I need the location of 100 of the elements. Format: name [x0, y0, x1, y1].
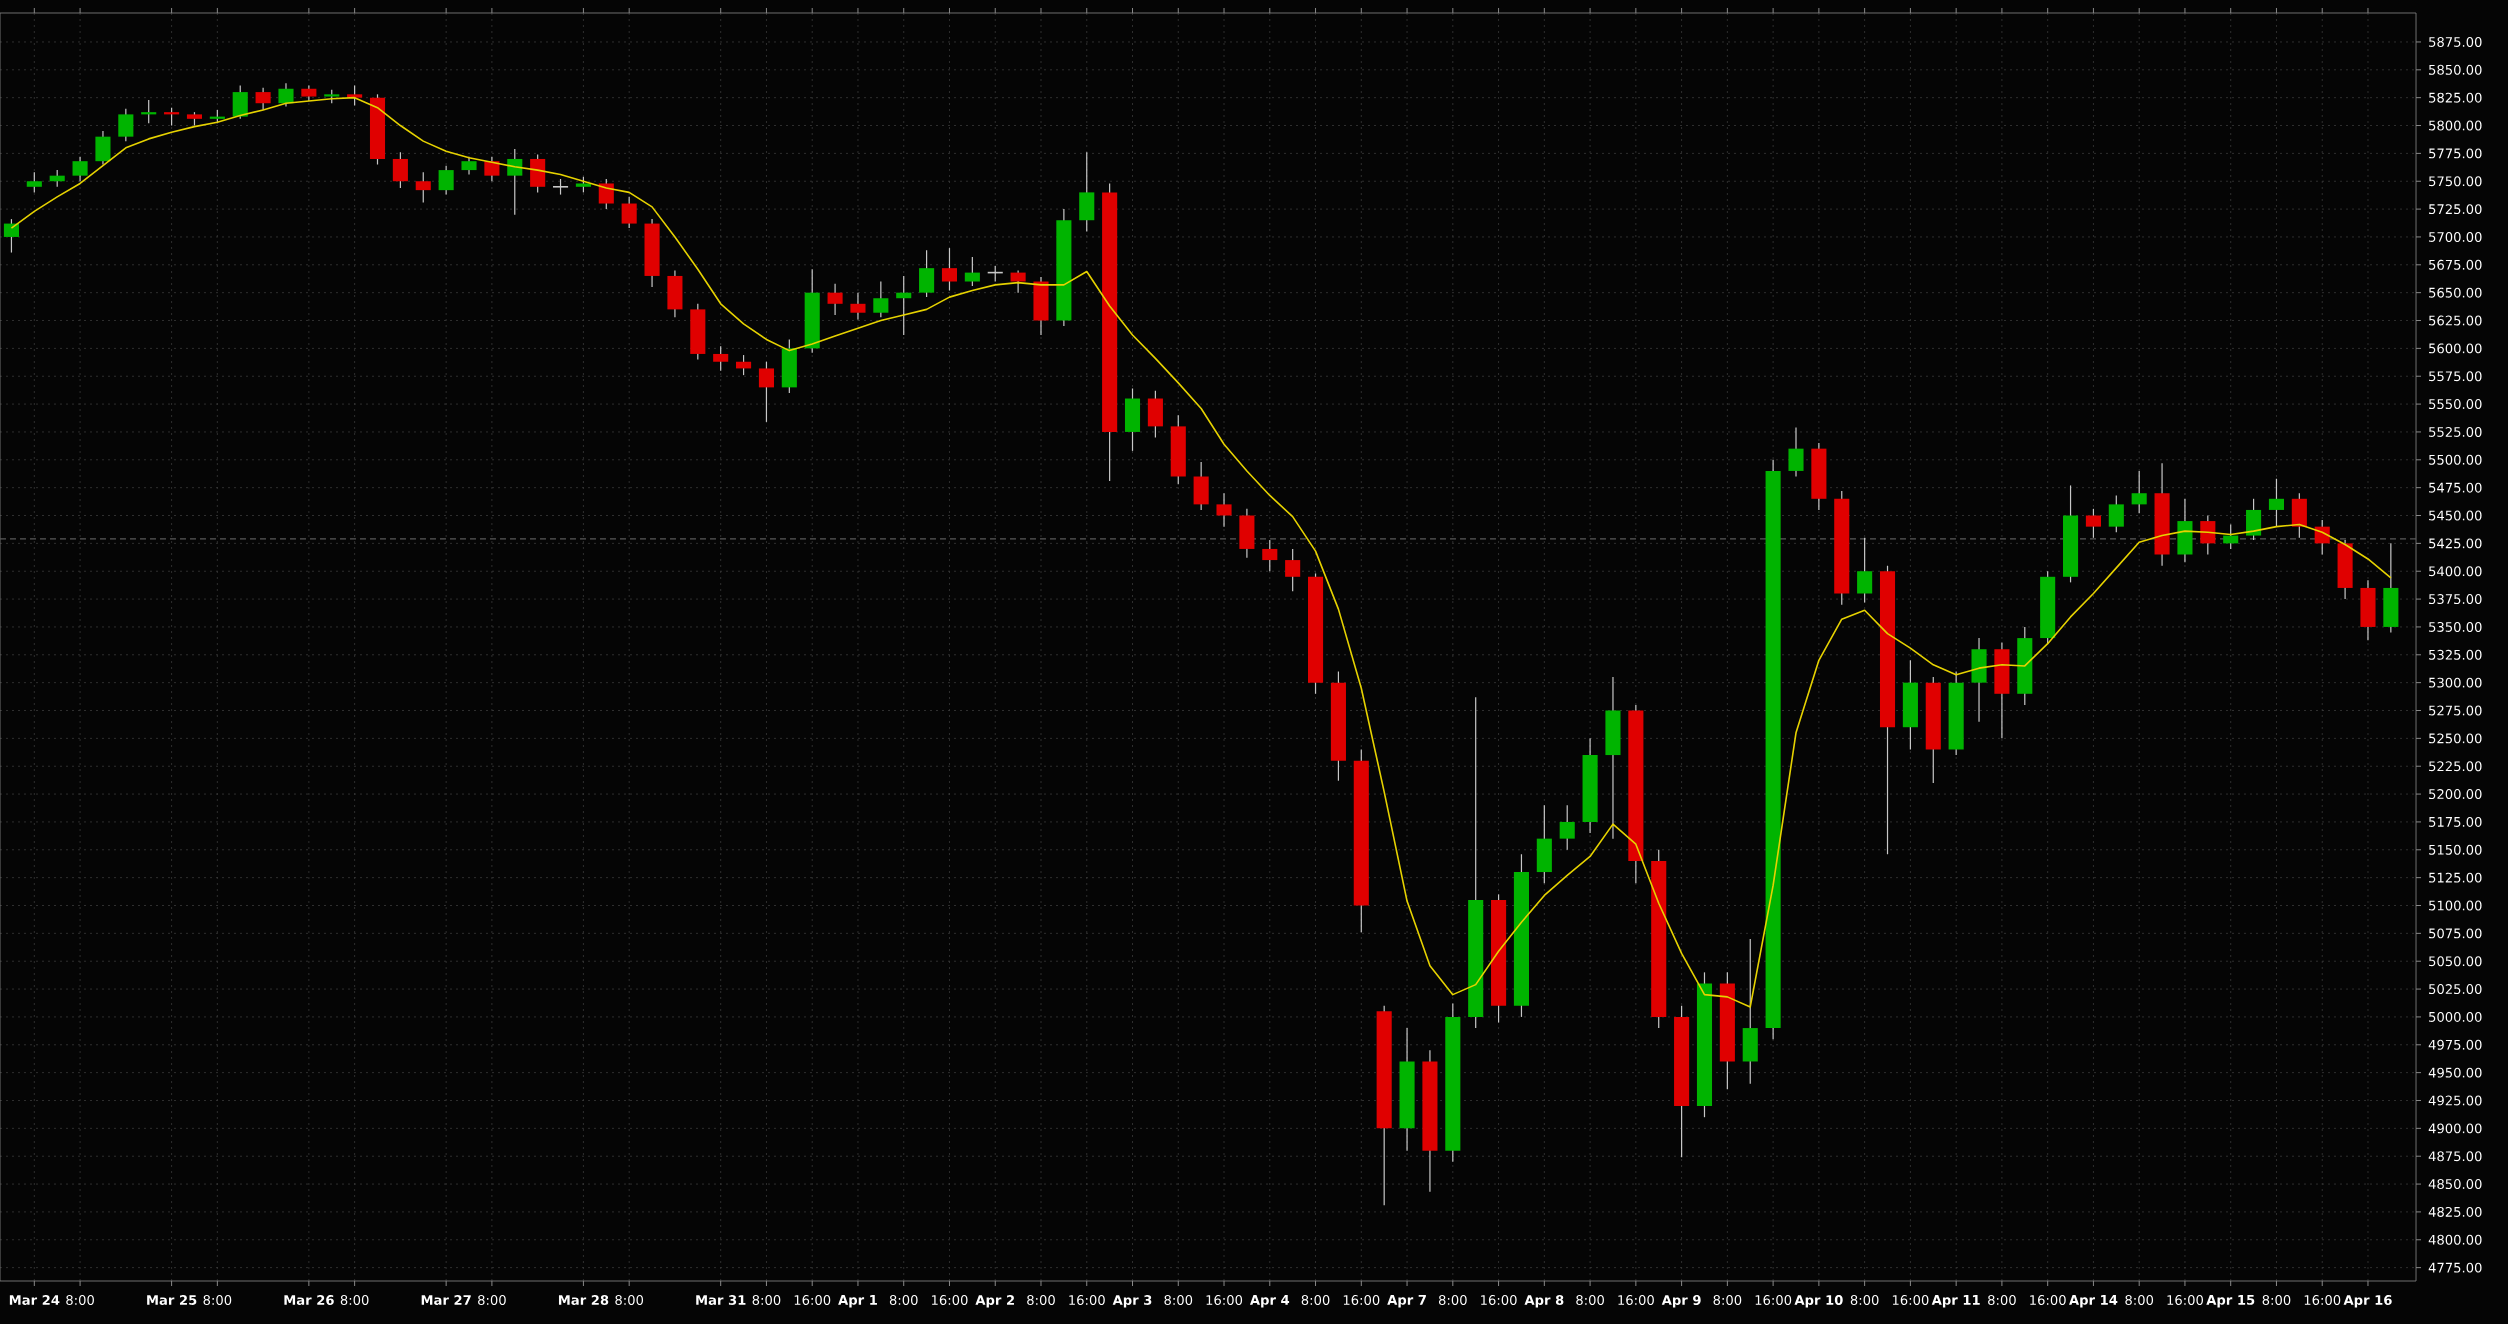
y-tick-label: 4775.00 [2428, 1262, 2482, 1273]
x-tick-label: Apr 11 [1931, 1295, 1980, 1308]
y-tick-label: 5375.00 [2429, 594, 2482, 605]
x-tick-label: 16:00 [1755, 1295, 1792, 1305]
y-tick-label: 5575.00 [2429, 371, 2482, 382]
y-tick-label: 5400.00 [2429, 566, 2482, 577]
candlestick [26, 171, 42, 193]
x-tick-label: 8:00 [1576, 1295, 1604, 1305]
candlestick [415, 171, 431, 204]
y-tick-label: 5650.00 [2429, 287, 2482, 298]
y-tick-label: 4900.00 [2428, 1123, 2482, 1134]
y-tick-label: 5300.00 [2429, 677, 2482, 688]
x-tick-label: Apr 3 [1112, 1295, 1152, 1308]
y-tick-label: 5475.00 [2429, 482, 2482, 493]
y-tick-label: 5525.00 [2429, 426, 2482, 437]
x-tick-label: 16:00 [1618, 1295, 1654, 1305]
x-tick-label: Apr 16 [2343, 1295, 2392, 1308]
candlestick [347, 84, 363, 107]
candlestick [1216, 492, 1232, 528]
x-tick-label: Apr 15 [2206, 1295, 2255, 1308]
x-tick-label: 16:00 [2304, 1295, 2341, 1305]
x-tick-label: Apr 4 [1249, 1295, 1290, 1308]
x-tick-label: Apr 7 [1387, 1295, 1426, 1308]
candlestick [1559, 804, 1575, 851]
x-tick-label: 16:00 [2167, 1295, 2204, 1305]
candlestick [850, 292, 866, 320]
y-tick-label: 5550.00 [2429, 399, 2482, 410]
candlestick [392, 151, 408, 189]
x-tick-label: Apr 2 [975, 1295, 1014, 1308]
candlestick [873, 280, 889, 318]
x-tick-label: 16:00 [1069, 1295, 1105, 1305]
y-tick-label: 5175.00 [2429, 816, 2482, 827]
y-tick-label: 4850.00 [2428, 1179, 2482, 1190]
candlestick [2200, 514, 2216, 556]
y-tick-label: 5800.00 [2429, 120, 2482, 131]
candlestick [1788, 426, 1804, 478]
y-tick-label: 5600.00 [2429, 343, 2482, 354]
y-tick-label: 5125.00 [2429, 872, 2482, 883]
x-tick-label: Mar 27 [421, 1295, 471, 1305]
y-tick-label: 4800.00 [2428, 1234, 2482, 1245]
candlestick [758, 361, 774, 423]
x-tick-label: 8:00 [2262, 1295, 2291, 1305]
candlestick [278, 82, 294, 108]
x-tick-label: Mar 31 [696, 1295, 746, 1305]
y-tick-label: 5350.00 [2429, 621, 2482, 632]
x-tick-label: 8:00 [1027, 1295, 1055, 1305]
x-tick-label: 8:00 [478, 1295, 506, 1305]
x-tick-label: 8:00 [1713, 1295, 1742, 1305]
y-tick-label: 5725.00 [2429, 204, 2482, 215]
x-tick-label: 8:00 [1301, 1295, 1330, 1305]
x-tick-label: 16:00 [1343, 1295, 1380, 1305]
candlestick [3, 218, 19, 254]
y-tick-label: 5200.00 [2429, 789, 2482, 800]
x-tick-label: 8:00 [1850, 1295, 1879, 1305]
candlestick [484, 156, 500, 182]
x-tick-label: 8:00 [340, 1295, 369, 1305]
x-tick-label: Apr 14 [2069, 1295, 2118, 1308]
y-tick-label: 5775.00 [2429, 148, 2482, 159]
candlestick [827, 283, 843, 316]
y-tick-label: 5625.00 [2429, 315, 2482, 326]
candlestick [1262, 539, 1278, 572]
x-tick-label: Mar 24 [9, 1295, 60, 1305]
x-tick-label: Apr 8 [1524, 1295, 1564, 1308]
candlestick [941, 247, 958, 292]
x-tick-label: Apr 10 [1794, 1295, 1843, 1308]
y-tick-label: 5275.00 [2429, 705, 2482, 716]
candlestick [1010, 269, 1026, 294]
candlestick [964, 256, 980, 287]
candlestick [2085, 508, 2101, 539]
y-tick-label: 4950.00 [2428, 1067, 2482, 1078]
x-tick-label: 8:00 [1988, 1295, 2016, 1305]
candlestick [2108, 494, 2124, 533]
y-tick-label: 5075.00 [2429, 928, 2482, 939]
y-tick-label: 5850.00 [2429, 64, 2482, 75]
candlestick [438, 165, 454, 196]
y-tick-label: 4825.00 [2428, 1206, 2482, 1217]
x-tick-label: 16:00 [931, 1295, 968, 1305]
x-tick-label: 8:00 [1164, 1295, 1193, 1305]
candlestick [1285, 548, 1301, 592]
y-tick-label: 5825.00 [2429, 92, 2482, 103]
candlestick [118, 108, 134, 142]
candlestick [713, 345, 729, 372]
candlestick [72, 156, 88, 182]
x-tick-label: 16:00 [1206, 1295, 1243, 1305]
candlestick [507, 148, 523, 216]
y-tick-label: 4925.00 [2428, 1095, 2482, 1106]
x-tick-label: 8:00 [203, 1295, 232, 1305]
y-tick-label: 5250.00 [2429, 733, 2482, 744]
candlestick [2131, 470, 2147, 514]
x-tick-label: 8:00 [889, 1295, 918, 1305]
y-tick-label: 5025.00 [2429, 984, 2482, 995]
y-tick-label: 5000.00 [2429, 1011, 2482, 1022]
y-tick-label: 5700.00 [2429, 231, 2482, 242]
x-tick-label: Mar 28 [558, 1295, 609, 1305]
x-tick-label: 16:00 [2030, 1295, 2066, 1305]
y-tick-label: 5425.00 [2429, 538, 2482, 549]
x-tick-label: 16:00 [1892, 1295, 1929, 1305]
x-tick-label: 8:00 [615, 1295, 644, 1305]
y-tick-label: 5875.00 [2429, 36, 2482, 47]
candlestick [598, 178, 614, 210]
